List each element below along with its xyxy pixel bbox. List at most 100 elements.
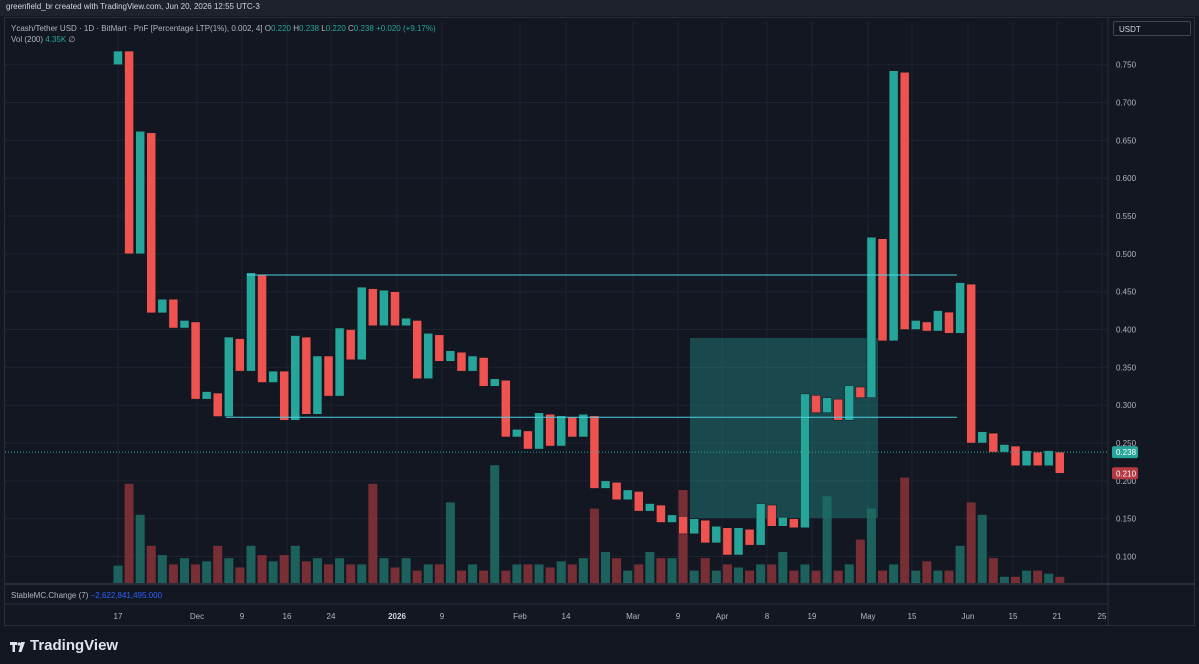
pnf-column xyxy=(634,491,644,512)
volume-bar xyxy=(512,564,522,583)
close-value: 0.238 xyxy=(353,24,374,33)
volume-bar xyxy=(1055,576,1065,583)
pnf-column xyxy=(600,480,611,489)
pnf-column xyxy=(755,503,766,546)
volume-bar xyxy=(357,564,367,583)
volume-bar xyxy=(767,564,777,583)
pnf-column xyxy=(501,379,511,438)
x-tick-label: 16 xyxy=(283,612,292,621)
volume-bar xyxy=(124,483,134,583)
volume-bar xyxy=(146,545,156,583)
pnf-column xyxy=(611,482,622,501)
volume-bar xyxy=(346,564,356,583)
pnf-column xyxy=(201,391,212,400)
pnf-column xyxy=(489,378,500,387)
pnf-column xyxy=(944,311,954,334)
volume-bar xyxy=(412,570,422,583)
volume-bar xyxy=(1033,570,1043,583)
volume-label: Vol (200) xyxy=(11,35,44,44)
volume-bar xyxy=(179,558,189,583)
volume-bar xyxy=(268,561,278,583)
attribution-text: greenfield_br created with TradingView.c… xyxy=(6,2,260,11)
pnf-column xyxy=(423,333,433,379)
volume-bar xyxy=(612,558,622,583)
high-value: 0.238 xyxy=(299,24,320,33)
volume-bar xyxy=(844,564,854,583)
y-tick-label: 0.250 xyxy=(1116,439,1137,448)
pnf-column xyxy=(124,50,134,255)
pnf-column xyxy=(534,412,544,450)
x-tick-label: 14 xyxy=(562,612,571,621)
y-tick-label: 0.100 xyxy=(1116,553,1137,562)
volume-bar xyxy=(822,496,832,583)
volume-bar xyxy=(1010,576,1020,583)
pnf-column xyxy=(146,132,156,314)
volume-bar xyxy=(390,567,400,583)
pnf-column xyxy=(744,529,755,546)
volume-bar xyxy=(501,570,511,583)
volume-bar xyxy=(911,570,921,583)
pnf-column xyxy=(545,414,555,447)
low-value: 0.220 xyxy=(325,24,346,33)
pnf-column xyxy=(246,272,256,372)
volume-bar xyxy=(1044,573,1054,583)
volume-bar xyxy=(545,567,555,583)
x-tick-label: 2026 xyxy=(388,612,406,621)
indicator-value: −2,622,841,495.000 xyxy=(90,591,163,600)
pnf-column xyxy=(789,518,799,529)
x-tick-label: 19 xyxy=(808,612,817,621)
pnf-column xyxy=(312,355,323,415)
volume-bar xyxy=(601,552,611,583)
pnf-column xyxy=(235,338,245,372)
open-value: 0.220 xyxy=(270,24,292,33)
y-tick-label: 0.400 xyxy=(1116,326,1137,335)
volume-bar xyxy=(368,483,378,583)
second-price-text: 0.210 xyxy=(1116,469,1137,478)
volume-bar xyxy=(567,564,577,583)
pnf-column xyxy=(179,320,190,329)
pnf-column xyxy=(656,504,666,523)
volume-bar xyxy=(434,564,444,583)
last-price-badge xyxy=(1112,446,1138,459)
pnf-column xyxy=(1010,445,1021,466)
change-value: +0.020 (+9.17%) xyxy=(376,24,436,33)
pnf-column xyxy=(933,310,943,332)
x-tick-label: May xyxy=(860,612,875,621)
currency-button[interactable]: USDT xyxy=(1113,21,1191,36)
volume-bar xyxy=(468,564,478,583)
pnf-column xyxy=(822,397,832,414)
visibility-icon[interactable]: ∅ xyxy=(68,35,76,44)
volume-bar xyxy=(301,561,311,583)
volume-bar xyxy=(290,545,300,583)
volume-bar xyxy=(700,558,710,583)
pnf-column xyxy=(345,329,356,361)
brand-name: TradingView xyxy=(30,637,119,654)
close-label: C xyxy=(348,24,354,33)
pnf-column xyxy=(888,70,899,342)
pnf-column xyxy=(645,503,655,512)
pnf-column xyxy=(379,289,389,326)
attribution-bar: greenfield_br created with TradingView.c… xyxy=(0,0,1199,16)
volume-bar xyxy=(900,477,910,583)
y-tick-label: 0.350 xyxy=(1116,363,1137,372)
volume-bar xyxy=(678,490,688,583)
volume-bar xyxy=(756,564,766,583)
open-label: O xyxy=(264,24,271,33)
pnf-column xyxy=(689,518,699,535)
x-tick-label: 9 xyxy=(440,612,445,621)
x-tick-label: 8 xyxy=(765,612,770,621)
symbol-legend: Ycash/Tether USD · 1D · BitMart · PnF [P… xyxy=(11,24,436,33)
volume-bar xyxy=(634,564,644,583)
pnf-column xyxy=(778,516,788,527)
pnf-column xyxy=(412,320,422,379)
volume-bar xyxy=(401,558,411,583)
pnf-column xyxy=(622,489,633,501)
pnf-column xyxy=(833,398,843,421)
footer xyxy=(0,628,1199,664)
pnf-column xyxy=(157,299,168,314)
volume-bar xyxy=(556,561,566,583)
pnf-column xyxy=(966,283,976,444)
volume-bar xyxy=(335,558,345,583)
pnf-column xyxy=(168,299,179,329)
